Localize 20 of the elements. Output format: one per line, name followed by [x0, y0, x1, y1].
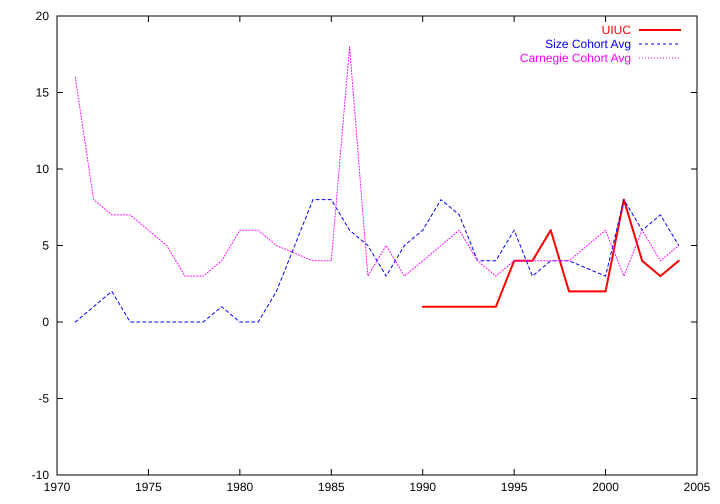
y-tick-label: -5	[38, 392, 50, 406]
x-tick-label: 2005	[684, 480, 711, 494]
y-tick-label: 10	[36, 162, 50, 176]
x-tick-label: 1995	[500, 480, 528, 494]
line-series	[74, 199, 680, 322]
y-tick-label: 5	[42, 238, 50, 253]
x-tick-label: 1980	[226, 480, 254, 494]
y-tick-label: 15	[36, 86, 50, 100]
legend-label: UIUC	[602, 23, 632, 38]
x-tick-label: 1970	[44, 480, 71, 494]
y-tick-label: 20	[36, 9, 50, 24]
y-tick-label: 0	[42, 315, 50, 330]
x-tick-label: 2000	[592, 480, 620, 494]
legend-label: Carnegie Cohort Avg	[520, 51, 631, 66]
x-tick-label: 1990	[409, 480, 436, 494]
line-series	[422, 198, 680, 308]
y-tick-label: -10	[32, 468, 50, 482]
x-tick-label: 1975	[135, 480, 162, 494]
x-tick-label: 1985	[318, 480, 345, 494]
legend-label: Size Cohort Avg	[545, 37, 631, 52]
